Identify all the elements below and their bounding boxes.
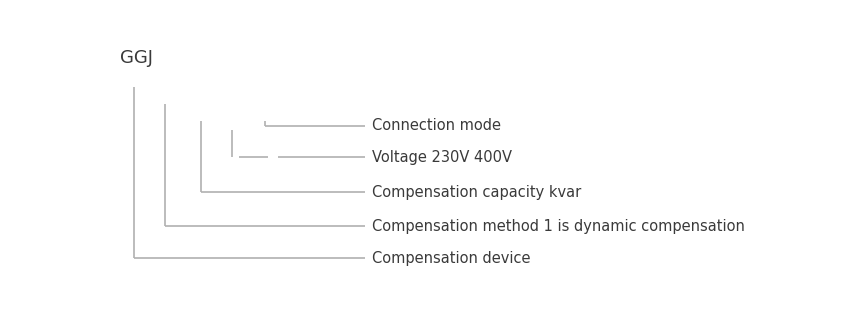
Text: Voltage 230V 400V: Voltage 230V 400V: [371, 150, 511, 165]
Text: Compensation capacity kvar: Compensation capacity kvar: [371, 185, 580, 200]
Text: Compensation method 1 is dynamic compensation: Compensation method 1 is dynamic compens…: [371, 219, 744, 234]
Text: GGJ: GGJ: [120, 49, 152, 67]
Text: Compensation device: Compensation device: [371, 251, 530, 266]
Text: Connection mode: Connection mode: [371, 118, 500, 133]
